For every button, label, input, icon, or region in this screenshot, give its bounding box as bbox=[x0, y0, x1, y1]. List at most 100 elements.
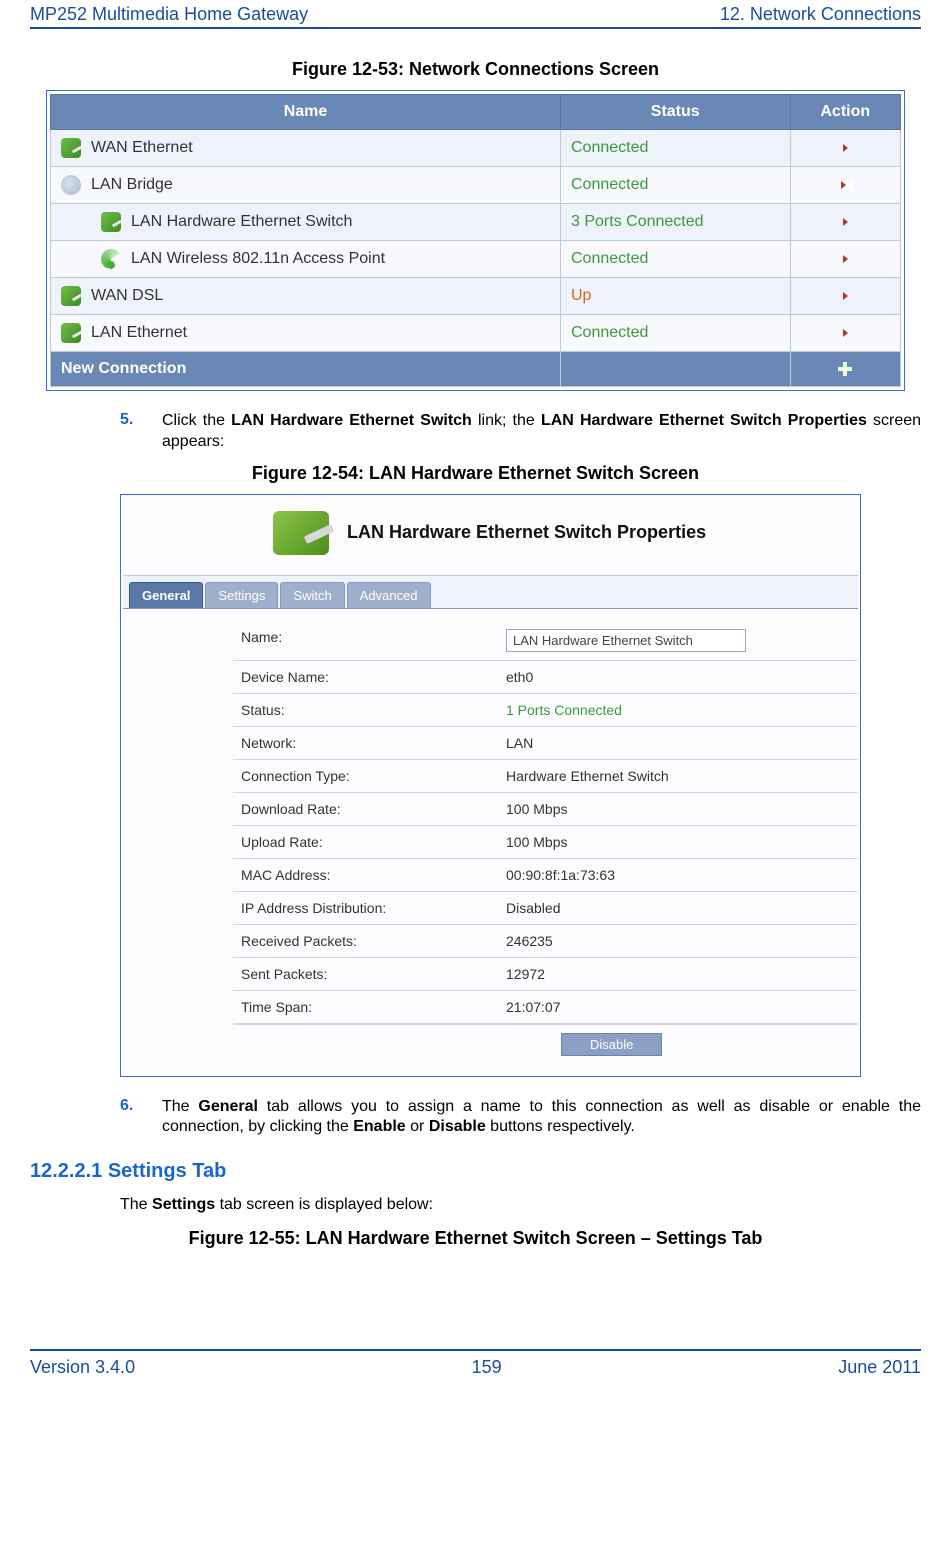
connection-row: WAN DSL Up bbox=[51, 278, 901, 315]
disable-row: Disable bbox=[233, 1024, 858, 1064]
step5-b2: LAN Hardware Ethernet Switch Properties bbox=[541, 412, 867, 429]
footer-center: 159 bbox=[472, 1357, 502, 1378]
property-value bbox=[498, 621, 858, 660]
header-left: MP252 Multimedia Home Gateway bbox=[30, 4, 308, 25]
figure53-caption: Figure 12-53: Network Connections Screen bbox=[30, 59, 921, 80]
connection-row: LAN Ethernet Connected bbox=[51, 315, 901, 352]
property-row: Received Packets:246235 bbox=[233, 925, 858, 958]
property-row: Status:1 Ports Connected bbox=[233, 694, 858, 727]
connection-actions bbox=[790, 278, 901, 315]
property-value: 21:07:07 bbox=[498, 991, 858, 1023]
plug-icon bbox=[101, 212, 121, 232]
property-row: Upload Rate:100 Mbps bbox=[233, 826, 858, 859]
step6-b2: Enable bbox=[353, 1118, 405, 1135]
new-connection-action bbox=[790, 352, 901, 387]
step-6-text: The General tab allows you to assign a n… bbox=[162, 1097, 921, 1139]
property-key: Download Rate: bbox=[233, 793, 498, 825]
connection-name-link[interactable]: LAN Wireless 802.11n Access Point bbox=[131, 250, 385, 268]
property-key: MAC Address: bbox=[233, 859, 498, 891]
step6-b1: General bbox=[198, 1098, 258, 1115]
section-heading: 12.2.2.1 Settings Tab bbox=[30, 1160, 921, 1183]
property-key: Status: bbox=[233, 694, 498, 726]
properties-body: Name:Device Name:eth0Status:1 Ports Conn… bbox=[123, 608, 858, 1074]
step-6: 6. The General tab allows you to assign … bbox=[30, 1097, 921, 1139]
connection-name-link[interactable]: LAN Ethernet bbox=[91, 324, 187, 342]
tab-advanced[interactable]: Advanced bbox=[347, 582, 431, 608]
connection-row: LAN Wireless 802.11n Access Point Connect… bbox=[51, 241, 901, 278]
bridge-icon bbox=[61, 175, 81, 195]
property-value: Disabled bbox=[498, 892, 858, 924]
settings-intro-bold: Settings bbox=[152, 1196, 215, 1213]
property-row: Time Span:21:07:07 bbox=[233, 991, 858, 1024]
connection-name-link[interactable]: WAN Ethernet bbox=[91, 139, 193, 157]
property-key: Received Packets: bbox=[233, 925, 498, 957]
step5-b1: LAN Hardware Ethernet Switch bbox=[231, 412, 472, 429]
connection-name-link[interactable]: WAN DSL bbox=[91, 287, 163, 305]
connection-actions bbox=[790, 241, 901, 278]
property-key: Time Span: bbox=[233, 991, 498, 1023]
col-header-status: Status bbox=[561, 95, 791, 130]
property-row: Network:LAN bbox=[233, 727, 858, 760]
property-row: Connection Type:Hardware Ethernet Switch bbox=[233, 760, 858, 793]
plug-icon bbox=[273, 511, 329, 555]
property-value: 00:90:8f:1a:73:63 bbox=[498, 859, 858, 891]
plug-icon bbox=[61, 286, 81, 306]
step6-t4: buttons respectively. bbox=[486, 1118, 635, 1135]
connection-status: Up bbox=[561, 278, 791, 315]
figure53-container: Name Status Action WAN EthernetConnected… bbox=[46, 90, 905, 391]
property-value: eth0 bbox=[498, 661, 858, 693]
properties-title: LAN Hardware Ethernet Switch Properties bbox=[347, 522, 706, 543]
figure55-caption: Figure 12-55: LAN Hardware Ethernet Swit… bbox=[30, 1228, 921, 1249]
wifi-icon bbox=[101, 249, 121, 269]
property-value: 100 Mbps bbox=[498, 793, 858, 825]
col-header-name: Name bbox=[51, 95, 561, 130]
property-key: Connection Type: bbox=[233, 760, 498, 792]
property-value: Hardware Ethernet Switch bbox=[498, 760, 858, 792]
settings-intro-pre: The bbox=[120, 1196, 152, 1213]
step5-pre: Click the bbox=[162, 412, 231, 429]
connection-name-link[interactable]: LAN Bridge bbox=[91, 176, 173, 194]
footer-left: Version 3.4.0 bbox=[30, 1357, 135, 1378]
property-row: MAC Address:00:90:8f:1a:73:63 bbox=[233, 859, 858, 892]
property-value: 12972 bbox=[498, 958, 858, 990]
connection-actions bbox=[790, 167, 901, 204]
property-row: IP Address Distribution:Disabled bbox=[233, 892, 858, 925]
property-key: Network: bbox=[233, 727, 498, 759]
property-value: 246235 bbox=[498, 925, 858, 957]
figure54-caption: Figure 12-54: LAN Hardware Ethernet Swit… bbox=[30, 463, 921, 484]
property-row: Name: bbox=[233, 621, 858, 661]
property-row: Sent Packets:12972 bbox=[233, 958, 858, 991]
property-value: 100 Mbps bbox=[498, 826, 858, 858]
connection-status: Connected bbox=[561, 167, 791, 204]
new-connection-row[interactable]: New Connection bbox=[51, 352, 901, 387]
property-key: IP Address Distribution: bbox=[233, 892, 498, 924]
network-connections-table: Name Status Action WAN EthernetConnected… bbox=[50, 94, 901, 387]
step6-t3: or bbox=[406, 1118, 429, 1135]
properties-tabs: GeneralSettingsSwitchAdvanced bbox=[123, 575, 858, 608]
tab-switch[interactable]: Switch bbox=[280, 582, 344, 608]
connection-name-link[interactable]: LAN Hardware Ethernet Switch bbox=[131, 213, 352, 231]
name-input[interactable] bbox=[506, 629, 746, 652]
tab-settings[interactable]: Settings bbox=[205, 582, 278, 608]
tab-general[interactable]: General bbox=[129, 582, 203, 608]
connection-actions bbox=[790, 204, 901, 241]
settings-intro: The Settings tab screen is displayed bel… bbox=[120, 1195, 921, 1216]
connection-status: Connected bbox=[561, 315, 791, 352]
connection-row: WAN EthernetConnected bbox=[51, 130, 901, 167]
new-connection-label[interactable]: New Connection bbox=[51, 352, 561, 387]
settings-intro-post: tab screen is displayed below: bbox=[215, 1196, 433, 1213]
col-header-action: Action bbox=[790, 95, 901, 130]
disable-button[interactable]: Disable bbox=[561, 1033, 662, 1056]
property-key: Upload Rate: bbox=[233, 826, 498, 858]
property-row: Device Name:eth0 bbox=[233, 661, 858, 694]
property-key: Sent Packets: bbox=[233, 958, 498, 990]
connection-row: LAN Hardware Ethernet Switch 3 Ports Conn… bbox=[51, 204, 901, 241]
connection-status: 3 Ports Connected bbox=[561, 204, 791, 241]
header-rule bbox=[30, 27, 921, 29]
connection-row: LAN Bridge Connected bbox=[51, 167, 901, 204]
step-5: 5. Click the LAN Hardware Ethernet Switc… bbox=[30, 411, 921, 453]
connection-status: Connected bbox=[561, 241, 791, 278]
step5-mid: link; the bbox=[472, 412, 541, 429]
plug-icon bbox=[61, 138, 81, 158]
property-row: Download Rate:100 Mbps bbox=[233, 793, 858, 826]
